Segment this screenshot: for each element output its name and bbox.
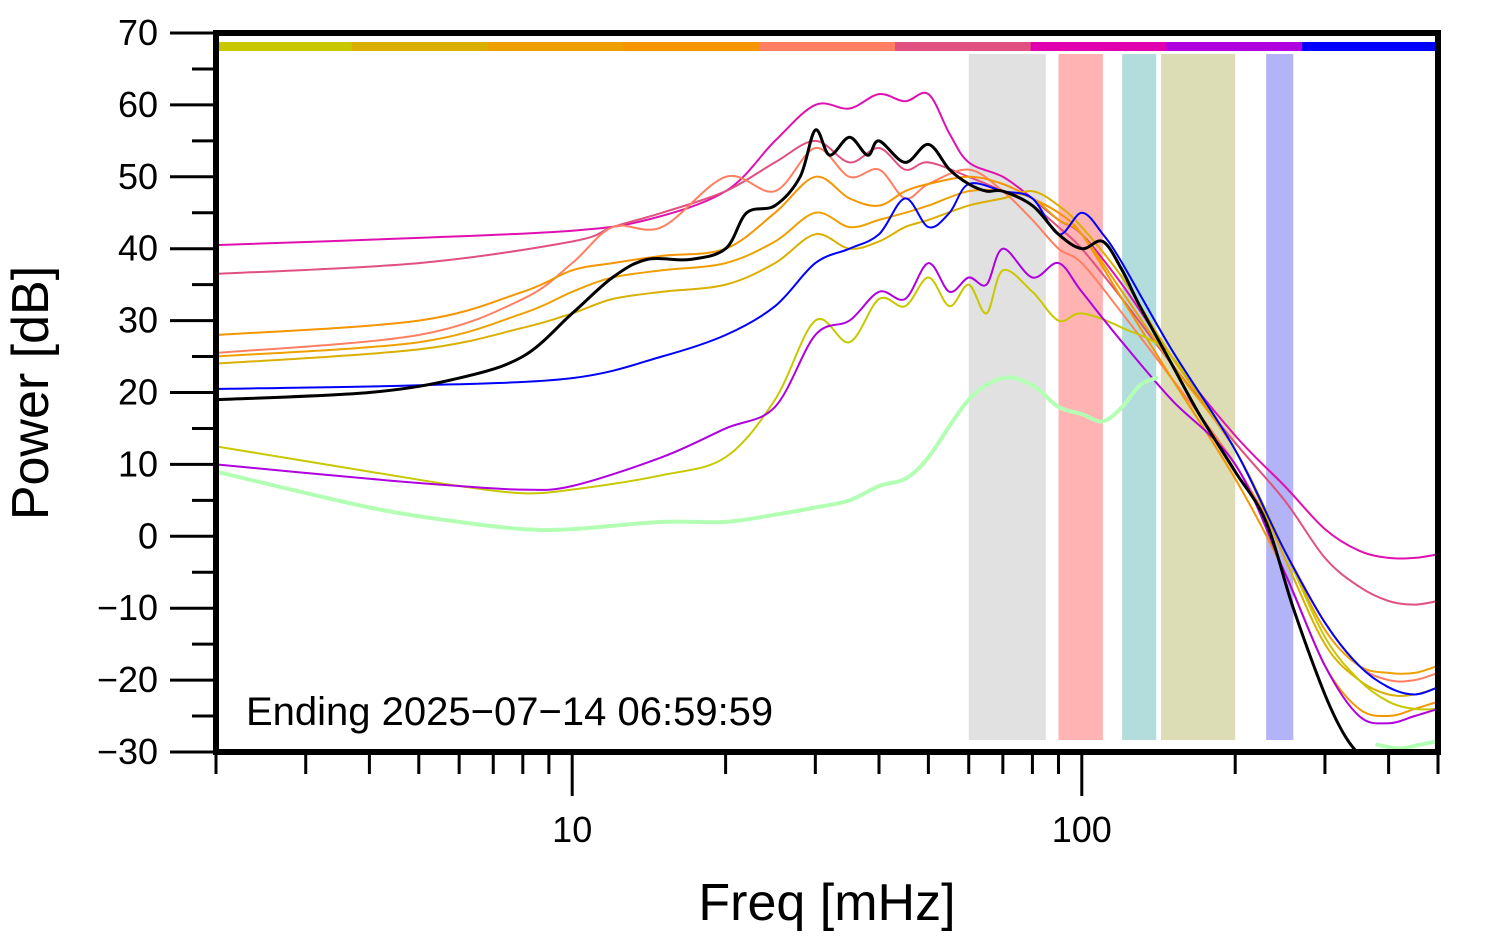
series-line-0 <box>216 91 1438 560</box>
series-line-11 <box>216 128 1359 752</box>
band-1 <box>1058 54 1103 740</box>
color-bar-segment-1 <box>351 42 489 51</box>
color-bar-segment-0 <box>216 42 353 51</box>
series-lines <box>216 91 1438 752</box>
color-bar-segment-6 <box>1030 42 1167 51</box>
y-tick-label: 30 <box>118 300 158 341</box>
y-tick-label: 10 <box>118 443 158 484</box>
color-bar <box>216 42 1439 51</box>
y-tick-label: −10 <box>97 587 158 628</box>
color-bar-segment-5 <box>894 42 1032 51</box>
chart-annotation: Ending 2025−07−14 06:59:59 <box>246 690 773 734</box>
band-2 <box>1122 54 1157 740</box>
band-4 <box>1266 54 1294 740</box>
color-bar-segment-4 <box>759 42 896 51</box>
y-tick-label: 70 <box>118 12 158 53</box>
y-axis-title: Power [dB] <box>2 266 60 520</box>
y-axis-ticks: −30 −20 −10 0 10 20 30 40 50 60 70 <box>97 12 216 772</box>
series-line-5 <box>216 190 1438 697</box>
x-axis-title: Freq [mHz] <box>698 874 955 932</box>
x-axis-ticks: 10 100 <box>214 752 1440 850</box>
x-tick-label: 10 <box>552 809 592 850</box>
series-line-10 <box>1375 739 1438 751</box>
y-tick-label: −30 <box>97 731 158 772</box>
series-line-1 <box>216 139 1438 606</box>
x-tick-label: 100 <box>1052 809 1112 850</box>
series-line-9 <box>216 375 1159 532</box>
y-tick-label: 60 <box>118 84 158 125</box>
y-tick-label: 0 <box>138 515 158 556</box>
y-tick-label: 40 <box>118 228 158 269</box>
color-bar-segment-3 <box>623 42 760 51</box>
series-line-7 <box>216 247 1438 725</box>
y-tick-label: 20 <box>118 372 158 413</box>
y-tick-label: −20 <box>97 659 158 700</box>
band-0 <box>968 54 1046 740</box>
y-tick-label: 50 <box>118 156 158 197</box>
color-bar-segment-2 <box>487 42 624 51</box>
color-bar-segment-8 <box>1302 42 1439 51</box>
color-bar-segment-7 <box>1166 42 1303 51</box>
